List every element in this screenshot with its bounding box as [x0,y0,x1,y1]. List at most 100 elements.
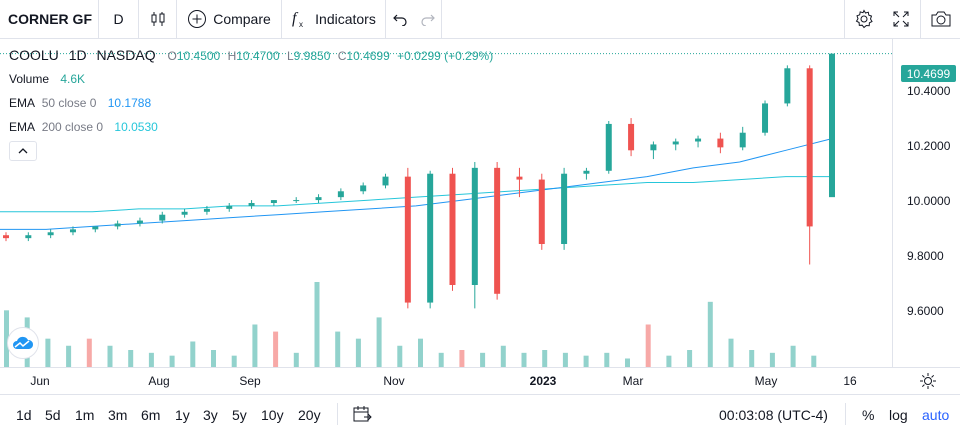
ema200-study[interactable]: EMA 200 close 0 10.0530 [9,120,158,134]
price-label: 9.6000 [907,304,944,318]
ema200-study-value: 10.0530 [114,120,158,134]
volume-bar [231,355,237,367]
snapshot-button[interactable] [920,0,960,38]
price-chart[interactable] [0,39,892,367]
low-value: 9.9850 [293,49,331,63]
volume-bar [604,352,610,367]
candle-body [136,220,143,224]
volume-bar [66,345,72,367]
range-10y[interactable]: 10y [261,407,284,423]
range-1m[interactable]: 1m [75,407,95,423]
range-1d[interactable]: 1d [16,407,32,423]
volume-bar [562,352,568,367]
axis-settings-button[interactable] [919,372,937,395]
range-1y[interactable]: 1y [175,407,190,423]
clock-timezone[interactable]: 00:03:08 (UTC-4) [719,407,828,423]
volume-bar [687,350,693,367]
ema50-study[interactable]: EMA 50 close 0 10.1788 [9,96,151,110]
volume-bar [438,352,444,367]
bottom-toolbar: 1d 5d 1m 3m 6m 1y 3y 5y 10y 20y 00:03:08… [0,394,960,433]
compare-button[interactable]: Compare [177,0,282,38]
chart-style-button[interactable] [139,0,177,38]
volume-bar [314,282,320,367]
time-label: Sep [239,374,261,388]
candle-body [449,173,456,285]
change-value: +0.0299 (+0.29%) [397,49,494,63]
close-label: C [337,49,347,63]
candle-body [382,176,389,186]
candle-body [695,138,702,142]
log-toggle[interactable]: log [889,407,908,423]
goto-date-button[interactable] [352,405,372,428]
range-20y[interactable]: 20y [298,407,321,423]
range-3y[interactable]: 3y [203,407,218,423]
calendar-range-icon [353,406,372,422]
volume-bar [355,338,361,367]
auto-toggle[interactable]: auto [922,407,950,423]
percent-toggle[interactable]: % [862,407,875,423]
volume-bar [4,310,9,367]
candle-body [516,176,523,180]
range-6m[interactable]: 6m [141,407,161,423]
range-5d[interactable]: 5d [45,407,61,423]
volume-bar [128,350,134,367]
settings-button[interactable] [844,0,882,38]
time-axis[interactable]: Jun Aug Sep Nov 2023 Mar May 16 [0,367,960,393]
legend-interval: 1D [68,47,87,63]
volume-bar [107,345,113,367]
candle-body [762,103,769,133]
redo-icon [420,14,435,26]
camera-icon [931,11,950,27]
price-label: 10.2000 [907,139,951,153]
volume-bar [45,338,51,367]
redo-button[interactable] [414,0,442,38]
candle-body [404,176,411,303]
price-label: 9.8000 [907,249,944,263]
price-axis[interactable]: 10.4000 10.2000 10.0000 9.8000 9.6000 [892,39,960,367]
candle-body [25,235,32,239]
collapse-legend-button[interactable] [9,141,37,161]
ema200-study-params: 200 close 0 [41,120,104,134]
volume-bar [480,352,486,367]
ema50-study-name: EMA [9,96,35,110]
volume-bar [749,350,755,367]
volume-bar [707,301,713,367]
volume-bar [500,345,506,367]
tradingview-logo[interactable] [7,327,39,359]
last-price-tag: 10.4699 [901,65,956,82]
candle-body [159,214,166,221]
candle-body [181,211,188,215]
volume-bar [625,358,630,367]
candle-body [315,197,322,201]
candle-body [494,167,501,294]
plus-circle-icon [187,9,207,29]
time-label: May [754,374,778,388]
symbol-search[interactable]: CORNER GF [0,0,99,38]
undo-icon [393,14,407,26]
time-label: 2023 [529,374,557,388]
interval-button[interactable]: D [99,0,139,38]
candle-body [583,170,590,174]
chevron-up-icon [18,148,28,154]
range-3m[interactable]: 3m [108,407,128,423]
svg-text:x: x [299,20,303,29]
candle-body [471,167,478,285]
volume-study[interactable]: Volume 4.6K [9,72,85,86]
open-value: 10.4500 [176,49,221,63]
legend-symbol: COOLU [9,47,59,63]
volume-bar [335,331,341,367]
candle-body [47,232,54,236]
volume-bar [583,355,589,367]
undo-button[interactable] [386,0,414,38]
candle-body [538,179,545,244]
fullscreen-button[interactable] [882,0,920,38]
indicators-label: Indicators [315,11,376,27]
volume-study-name: Volume [9,72,50,86]
volume-bar [86,338,92,367]
sun-gear-icon [920,373,936,389]
divider [845,403,846,425]
range-5y[interactable]: 5y [232,407,247,423]
